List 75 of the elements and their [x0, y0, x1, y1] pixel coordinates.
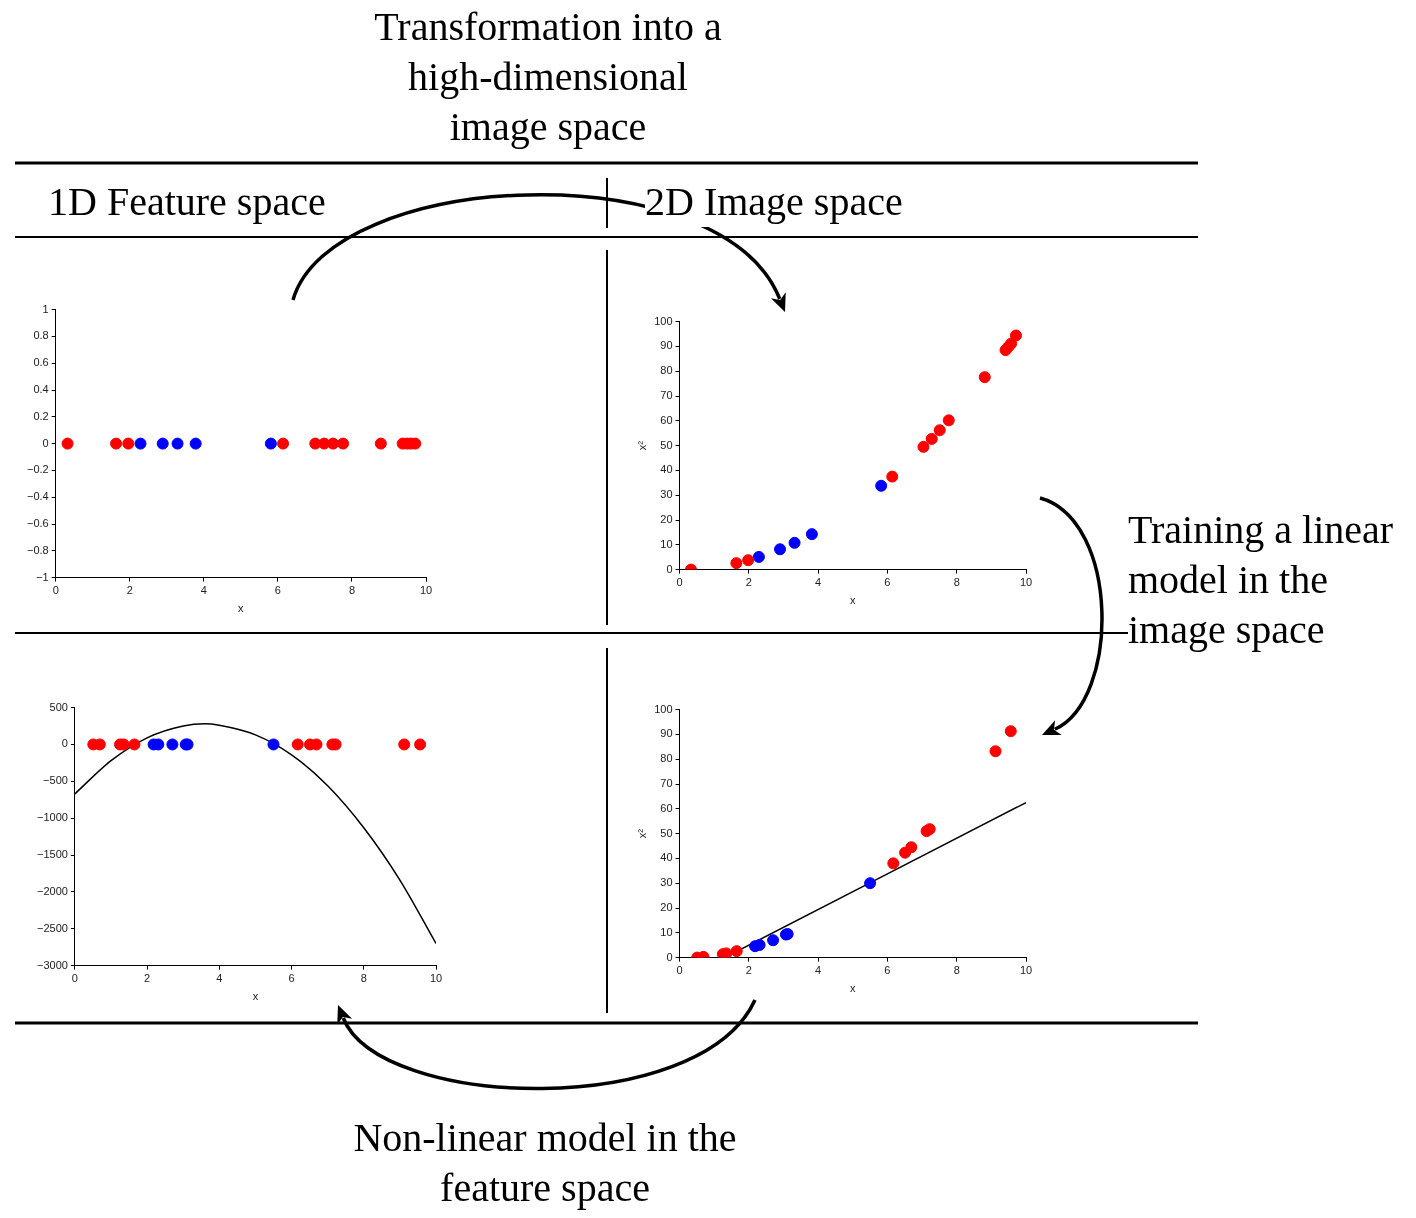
y-tick-label: 100	[654, 702, 673, 715]
x-tick-label: 2	[126, 584, 133, 597]
y-tick-label: −0.6	[27, 517, 49, 530]
x-axis-title: x	[252, 990, 259, 1003]
y-tick-label: −0.4	[27, 490, 49, 503]
y-tick-label: −1	[36, 570, 49, 583]
y-tick-label: −1000	[36, 811, 68, 824]
y-tick-label: −2000	[36, 884, 68, 897]
y-tick-label: 60	[660, 801, 673, 814]
y-tick-label: −1500	[36, 848, 68, 861]
x-axis-title: x	[850, 594, 857, 607]
y-tick-label: 20	[660, 901, 673, 914]
x-tick-label: 0	[676, 964, 683, 977]
y-tick-label: 30	[660, 876, 673, 889]
x-tick-label: 8	[953, 576, 960, 589]
y-tick-label: 100	[654, 314, 673, 327]
y-tick-label: −0.2	[27, 463, 49, 476]
y-tick-label: 500	[49, 700, 68, 713]
y-tick-label: −3000	[36, 958, 68, 971]
y-tick-label: 10	[660, 925, 673, 938]
x-tick-label: 2	[745, 964, 752, 977]
x-axis-title: x	[238, 602, 245, 615]
y-tick-label: 0	[42, 436, 49, 449]
y-tick-label: 70	[660, 389, 673, 402]
y-tick-label: 0.4	[33, 383, 49, 396]
x-tick-label: 2	[745, 576, 752, 589]
x-tick-label: 8	[360, 972, 367, 985]
text: Training a linear model in the image space	[1128, 505, 1406, 655]
y-tick-label: 20	[660, 513, 673, 526]
y-tick-label: −500	[43, 774, 68, 787]
y-tick-label: 0	[61, 737, 68, 750]
x-tick-label: 0	[71, 972, 78, 985]
text: Transformation into a high-dimensional image space	[373, 2, 723, 152]
x-tick-label: 6	[884, 576, 891, 589]
y-tick-label: 90	[660, 339, 673, 352]
y-tick-label: 90	[660, 727, 673, 740]
x-tick-label: 4	[815, 576, 822, 589]
y-tick-label: 80	[660, 364, 673, 377]
y-tick-label: −2500	[36, 921, 68, 934]
x-tick-label: 10	[1019, 964, 1033, 977]
x-tick-label: 6	[274, 584, 281, 597]
x-tick-label: 4	[216, 972, 223, 985]
y-tick-label: 0	[666, 950, 673, 963]
y-tick-label: 60	[660, 413, 673, 426]
y-axis-title: x²	[635, 828, 648, 839]
y-tick-label: 1	[42, 302, 49, 315]
y-tick-label: 10	[660, 537, 673, 550]
chart-title: 2D Image space	[645, 177, 903, 227]
x-axis-title: x	[850, 982, 857, 995]
y-tick-label: −0.8	[27, 543, 49, 556]
x-tick-label: 10	[1019, 576, 1033, 589]
y-tick-label: 50	[660, 438, 673, 451]
x-tick-label: 0	[676, 576, 683, 589]
x-tick-label: 4	[815, 964, 822, 977]
y-tick-label: 80	[660, 752, 673, 765]
y-tick-label: 30	[660, 488, 673, 501]
y-tick-label: 0	[666, 562, 673, 575]
y-tick-label: 0.8	[33, 329, 49, 342]
y-tick-label: 40	[660, 463, 673, 476]
x-tick-label: 8	[348, 584, 356, 597]
y-tick-label: 40	[660, 851, 673, 864]
y-tick-label: 0.2	[33, 409, 49, 422]
chart-title: 1D Feature space	[48, 177, 326, 227]
y-tick-label: 50	[660, 826, 673, 839]
x-tick-label: 10	[419, 584, 433, 597]
text: Non-linear model in the feature space	[300, 1113, 790, 1213]
x-tick-label: 6	[884, 964, 891, 977]
x-tick-label: 4	[200, 584, 207, 597]
x-tick-label: 8	[953, 964, 960, 977]
y-tick-label: 70	[660, 777, 673, 790]
y-tick-label: 0.6	[33, 356, 49, 369]
y-axis-title: x²	[635, 440, 648, 451]
x-tick-label: 2	[144, 972, 151, 985]
x-tick-label: 6	[288, 972, 295, 985]
x-tick-label: 10	[429, 972, 443, 985]
